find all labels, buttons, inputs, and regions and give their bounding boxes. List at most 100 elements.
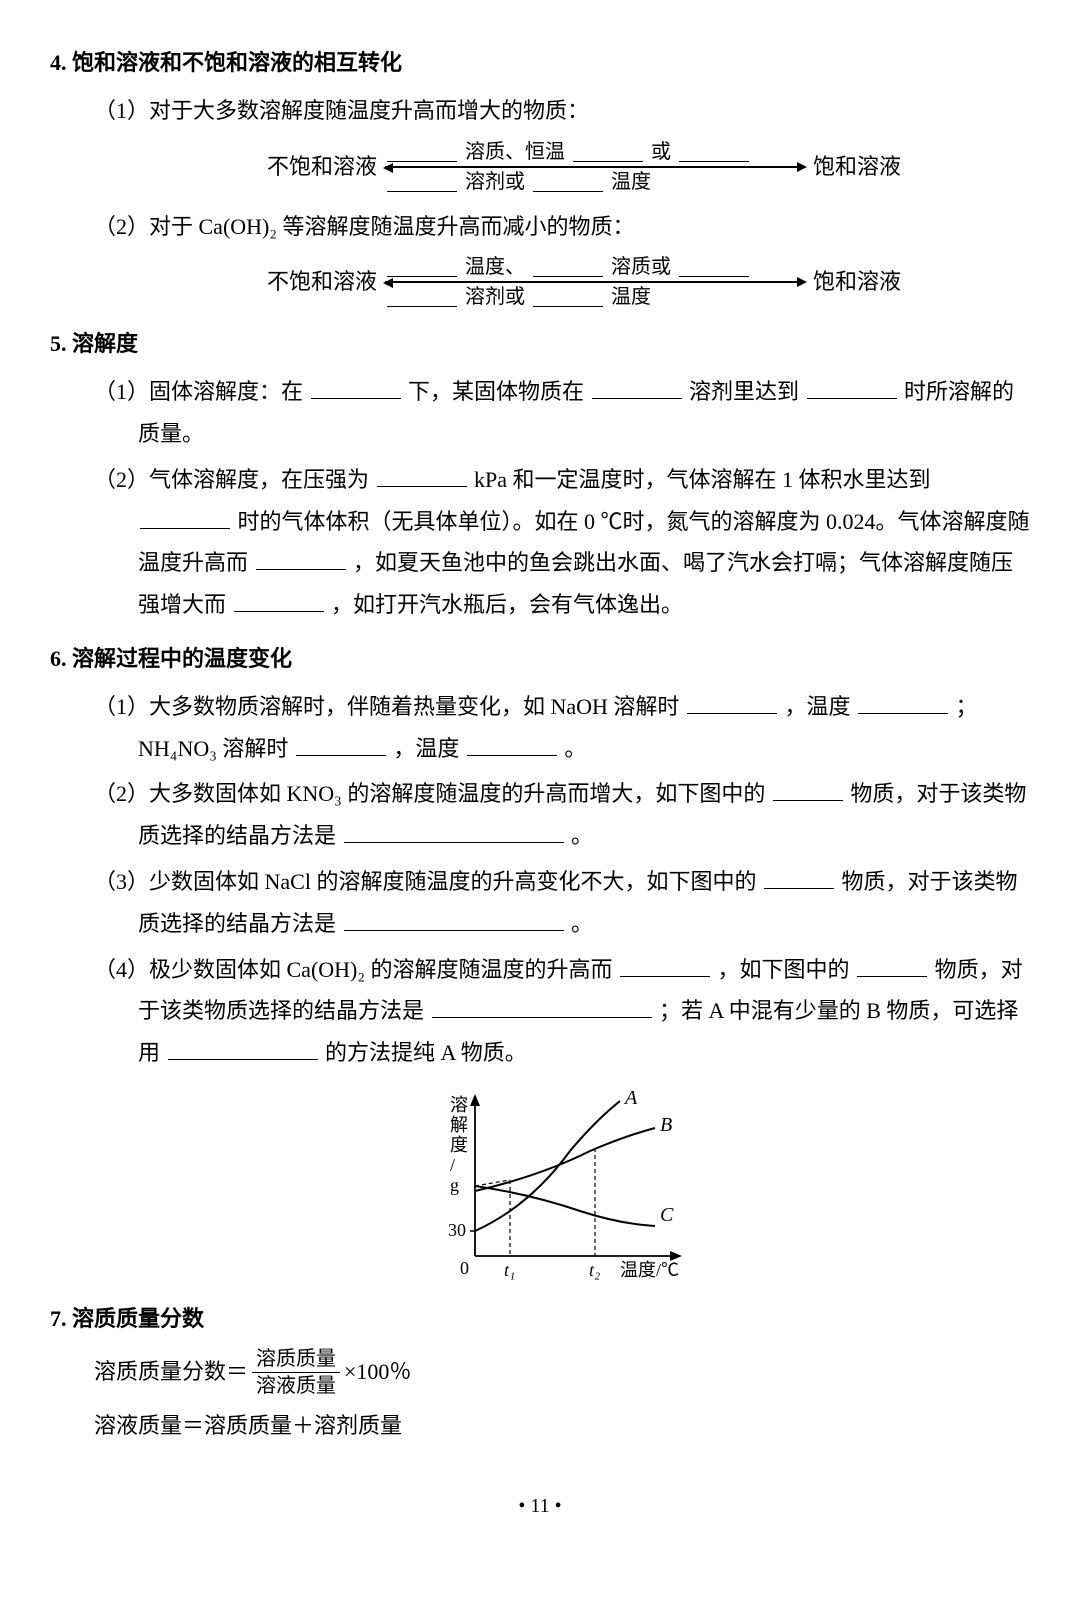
label-b: B bbox=[660, 1114, 672, 1136]
text: 的方法提纯 A 物质。 bbox=[325, 1040, 527, 1065]
s6-p2: （2）大多数固体如 KNO₃ 的溶解度随温度的升高而增大，如下图中的 物质，对于… bbox=[94, 773, 1030, 857]
ylabel-1: 溶 bbox=[450, 1095, 468, 1115]
blank bbox=[687, 692, 777, 714]
blank bbox=[533, 287, 603, 307]
curve-b bbox=[475, 1128, 655, 1191]
ylabel-3: 度 bbox=[450, 1135, 468, 1155]
text: 溶剂里达到 bbox=[689, 379, 799, 404]
blank bbox=[620, 955, 710, 977]
conv1-left: 不饱和溶液 bbox=[267, 146, 377, 188]
blank bbox=[679, 142, 749, 162]
text: ，温度 bbox=[784, 694, 850, 719]
conv2-left: 不饱和溶液 bbox=[267, 261, 377, 303]
blank bbox=[140, 507, 230, 529]
conv1-right: 饱和溶液 bbox=[813, 146, 901, 188]
curve-c bbox=[475, 1186, 655, 1226]
s5-p2: （2）气体溶解度，在压强为 kPa 和一定温度时，气体溶解在 1 体积水里达到 … bbox=[94, 459, 1030, 626]
ytick-30: 30 bbox=[448, 1220, 466, 1240]
xtick-t1: t₁ bbox=[504, 1260, 515, 1280]
blank bbox=[296, 734, 386, 756]
label-c: C bbox=[660, 1204, 674, 1226]
blank bbox=[467, 734, 557, 756]
text: 。 bbox=[571, 911, 593, 936]
f1-num: 溶质质量 bbox=[252, 1346, 340, 1373]
conv2-middle: 温度、 溶质或 溶剂或 温度 bbox=[385, 253, 805, 311]
s4-p1-intro: （1）对于大多数溶解度随温度升高而增大的物质： bbox=[94, 90, 1030, 132]
text: kPa 和一定温度时，气体溶解在 1 体积水里达到 bbox=[474, 467, 931, 492]
text: （2）大多数固体如 KNO₃ 的溶解度随温度的升高而增大，如下图中的 bbox=[94, 781, 765, 806]
blank bbox=[533, 257, 603, 277]
text: （2）气体溶解度，在压强为 bbox=[94, 467, 369, 492]
conv1-bot-a: 溶剂或 bbox=[459, 168, 531, 196]
section-7-title: 7. 溶质质量分数 bbox=[50, 1298, 1030, 1340]
text: （4）极少数固体如 Ca(OH)₂ 的溶解度随温度的升高而 bbox=[94, 957, 613, 982]
formula-1: 溶质质量分数＝ 溶质质量 溶液质量 ×100％ bbox=[50, 1346, 1030, 1399]
s6-p4: （4）极少数固体如 Ca(OH)₂ 的溶解度随温度的升高而 ，如下图中的 物质，… bbox=[94, 949, 1030, 1074]
s5-p1: （1）固体溶解度：在 下，某固体物质在 溶剂里达到 时所溶解的质量。 bbox=[94, 371, 1030, 455]
y-axis-arrow bbox=[470, 1094, 480, 1106]
f1-den: 溶液质量 bbox=[252, 1373, 340, 1399]
xlabel: 温度/℃ bbox=[620, 1260, 679, 1280]
conv2-right: 饱和溶液 bbox=[813, 261, 901, 303]
text: （1）固体溶解度：在 bbox=[94, 379, 303, 404]
blank bbox=[311, 377, 401, 399]
text: 。 bbox=[564, 736, 586, 761]
text: 。 bbox=[571, 823, 593, 848]
conv2-top-a: 温度、 bbox=[459, 253, 531, 281]
s6-p3: （3）少数固体如 NaCl 的溶解度随温度的升高变化不大，如下图中的 物质，对于… bbox=[94, 861, 1030, 945]
blank bbox=[573, 142, 643, 162]
blank bbox=[679, 257, 749, 277]
conv1-middle: 溶质、恒温 或 溶剂或 温度 bbox=[385, 138, 805, 196]
text: ，如下图中的 bbox=[718, 957, 850, 982]
f2-text: 溶液质量＝溶质质量＋溶剂质量 bbox=[94, 1405, 402, 1447]
blank bbox=[858, 692, 948, 714]
label-a: A bbox=[623, 1087, 638, 1109]
conv2-bot-b: 温度 bbox=[605, 283, 657, 311]
page-number: • 11 • bbox=[50, 1487, 1030, 1525]
conv2-top-b: 溶质或 bbox=[605, 253, 677, 281]
curve-a bbox=[475, 1101, 620, 1231]
origin-label: 0 bbox=[460, 1258, 469, 1278]
blank bbox=[168, 1038, 318, 1060]
ylabel-4: / bbox=[450, 1155, 455, 1175]
blank bbox=[807, 377, 897, 399]
conv2-bot-a: 溶剂或 bbox=[459, 283, 531, 311]
blank bbox=[387, 172, 457, 192]
blank bbox=[234, 590, 324, 612]
conversion-diagram-1: 不饱和溶液 溶质、恒温 或 溶剂或 温度 饱和溶液 bbox=[138, 138, 1030, 196]
blank bbox=[387, 257, 457, 277]
blank bbox=[377, 465, 467, 487]
section-6-title: 6. 溶解过程中的温度变化 bbox=[50, 638, 1030, 680]
s4-p2-intro: （2）对于 Ca(OH)₂ 等溶解度随温度升高而减小的物质： bbox=[94, 206, 1030, 248]
blank bbox=[432, 996, 652, 1018]
blank bbox=[344, 821, 564, 843]
blank bbox=[256, 548, 346, 570]
blank bbox=[533, 172, 603, 192]
solubility-chart: 溶 解 度 / g 30 0 A B C t₁ t₂ 温度/℃ bbox=[50, 1086, 1030, 1286]
conv1-top-b: 或 bbox=[645, 138, 677, 166]
blank bbox=[857, 955, 927, 977]
text: （3）少数固体如 NaCl 的溶解度随温度的升高变化不大，如下图中的 bbox=[94, 869, 756, 894]
f1-left: 溶质质量分数＝ bbox=[94, 1351, 248, 1393]
conv1-top-a: 溶质、恒温 bbox=[459, 138, 571, 166]
blank bbox=[387, 287, 457, 307]
formula-2: 溶液质量＝溶质质量＋溶剂质量 bbox=[50, 1405, 1030, 1447]
text: ，温度 bbox=[393, 736, 459, 761]
ylabel-2: 解 bbox=[450, 1115, 468, 1135]
ylabel-5: g bbox=[450, 1175, 459, 1195]
section-5-title: 5. 溶解度 bbox=[50, 323, 1030, 365]
conv1-bot-b: 温度 bbox=[605, 168, 657, 196]
text: 下，某固体物质在 bbox=[408, 379, 584, 404]
conversion-diagram-2: 不饱和溶液 温度、 溶质或 溶剂或 温度 饱和溶液 bbox=[138, 253, 1030, 311]
text: （1）大多数物质溶解时，伴随着热量变化，如 NaOH 溶解时 bbox=[94, 694, 679, 719]
blank bbox=[387, 142, 457, 162]
fraction-icon: 溶质质量 溶液质量 bbox=[252, 1346, 340, 1399]
text: ，如打开汽水瓶后，会有气体逸出。 bbox=[331, 592, 683, 617]
f1-right: ×100％ bbox=[344, 1351, 411, 1393]
section-4-title: 4. 饱和溶液和不饱和溶液的相互转化 bbox=[50, 42, 1030, 84]
blank bbox=[592, 377, 682, 399]
s6-p1: （1）大多数物质溶解时，伴随着热量变化，如 NaOH 溶解时 ，温度 ；NH₄N… bbox=[94, 686, 1030, 770]
blank bbox=[773, 779, 843, 801]
blank bbox=[344, 909, 564, 931]
blank bbox=[764, 867, 834, 889]
